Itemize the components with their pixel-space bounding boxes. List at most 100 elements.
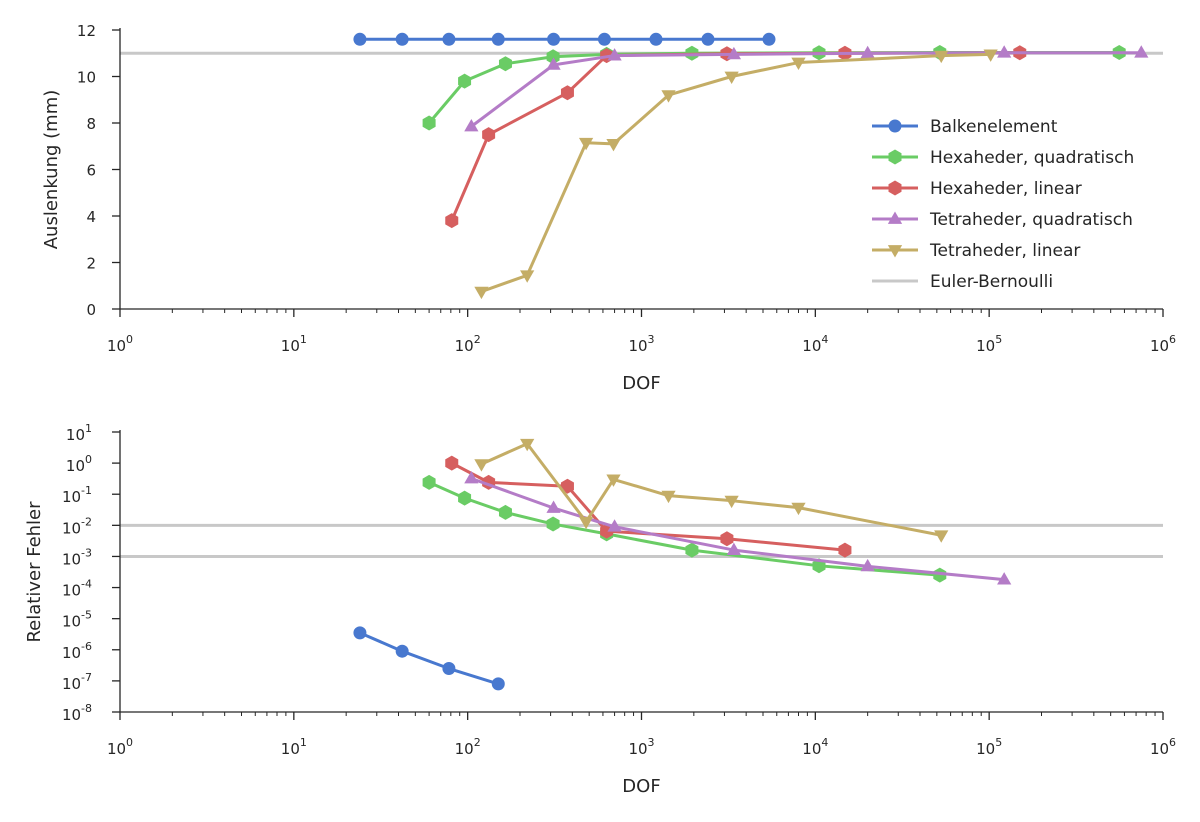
bottom-x-tick-label-exponent: 3: [648, 736, 655, 749]
bottom-data-point-tetraheder-linear: [791, 502, 806, 516]
bottom-y-axis-title: Relativer Fehler: [24, 501, 45, 643]
top-data-point-balkenelement: [649, 32, 663, 46]
top-data-point-tetraheder-linear: [578, 137, 594, 151]
top-x-tick-label-exponent: 5: [995, 333, 1002, 346]
bottom-y-tick-label-exponent: 1: [85, 422, 92, 435]
top-data-point-tetraheder-linear: [724, 71, 739, 84]
bottom-y-tick-label-base: 10: [62, 519, 81, 537]
top-x-ticks: 100 101 102 103 104 105 106: [107, 309, 1176, 355]
top-x-tick-label-exponent: 0: [126, 333, 133, 346]
top-x-tick-label-exponent: 3: [648, 333, 655, 346]
top-x-tick-label-base: 10: [455, 337, 474, 355]
bottom-y-tick-label-exponent: -7: [81, 671, 92, 684]
bottom-data-point-hexaheder-linear: [445, 455, 459, 471]
bottom-data-point-tetraheder-quadratisch: [726, 542, 742, 555]
bottom-x-tick-label: 102: [455, 736, 481, 758]
bottom-data-point-hexaheder-quadratisch: [933, 567, 947, 583]
top-y-tick-label: 4: [86, 208, 96, 226]
bottom-data-point-hexaheder-quadratisch: [546, 516, 560, 532]
bottom-y-tick-label-exponent: 0: [85, 453, 92, 466]
bottom-data-point-hexaheder-linear: [720, 531, 734, 547]
top-data-point-tetraheder-linear: [606, 139, 621, 152]
bottom-x-tick-label-exponent: 1: [300, 736, 307, 749]
top-data-point-hexaheder-linear: [482, 127, 496, 143]
bottom-series-balkenelement: [353, 626, 505, 691]
top-data-point-balkenelement: [442, 32, 456, 46]
top-data-point-tetraheder-quadratisch: [464, 118, 479, 132]
legend-entry-balkenelement: Balkenelement: [872, 117, 1058, 137]
bottom-data-point-tetraheder-quadratisch: [997, 572, 1012, 585]
legend-marker-balkenelement: [888, 119, 902, 133]
bottom-x-tick-label-exponent: 6: [1169, 736, 1176, 749]
top-data-point-tetraheder-linear: [983, 49, 998, 62]
bottom-y-tick-label-exponent: -2: [81, 515, 92, 528]
top-series-tetraheder-quadratisch: [464, 45, 1149, 132]
bottom-data-point-tetraheder-linear: [606, 474, 621, 487]
bottom-y-tick-label-base: 10: [66, 426, 85, 444]
top-y-tick-label: 6: [86, 162, 96, 180]
top-data-point-hexaheder-linear: [445, 213, 459, 229]
top-data-point-tetraheder-quadratisch: [1134, 45, 1149, 58]
bottom-y-tick-label-base: 10: [66, 457, 85, 475]
top-data-point-hexaheder-quadratisch: [422, 115, 436, 131]
top-data-point-tetraheder-quadratisch: [607, 48, 622, 61]
legend-label-tetraheder-linear: Tetraheder, linear: [929, 241, 1080, 261]
top-data-point-balkenelement: [395, 32, 409, 46]
bottom-x-tick-label: 106: [1150, 736, 1176, 758]
top-data-point-hexaheder-quadratisch: [546, 49, 560, 65]
top-x-tick-label-base: 10: [107, 337, 126, 355]
legend-marker-hexaheder-linear: [888, 180, 902, 196]
top-x-tick-label-base: 10: [1150, 337, 1169, 355]
top-data-point-tetraheder-quadratisch: [997, 45, 1012, 58]
top-data-point-tetraheder-quadratisch: [726, 46, 742, 60]
bottom-y-tick-label: 10-1: [62, 484, 92, 506]
top-data-point-tetraheder-quadratisch: [860, 45, 875, 59]
top-data-point-balkenelement: [762, 32, 776, 46]
top-y-axis-title: Auslenkung (mm): [41, 90, 62, 250]
bottom-data-point-balkenelement: [353, 626, 367, 640]
top-data-point-tetraheder-quadratisch: [546, 57, 561, 70]
bottom-data-point-hexaheder-linear: [600, 523, 614, 539]
bottom-series-tetraheder-linear: [474, 438, 949, 543]
bottom-y-tick-label-base: 10: [62, 550, 81, 568]
top-x-tick-label: 100: [107, 333, 133, 355]
legend-entry-tetraheder-linear: Tetraheder, linear: [872, 241, 1080, 261]
top-x-tick-label-base: 10: [802, 337, 821, 355]
bottom-y-tick-label: 10-4: [62, 578, 92, 600]
bottom-series-line-hexaheder-quadratisch: [428, 481, 940, 577]
bottom-y-tick-label-base: 10: [62, 613, 81, 631]
bottom-data-point-tetraheder-linear: [578, 516, 594, 530]
bottom-data-point-hexaheder-quadratisch: [685, 542, 699, 558]
bottom-data-point-tetraheder-quadratisch: [607, 519, 622, 532]
top-x-tick-label: 105: [976, 333, 1002, 355]
top-y-tick-label: 2: [86, 255, 96, 273]
bottom-x-tick-label-exponent: 0: [126, 736, 133, 749]
top-data-point-hexaheder-quadratisch: [458, 73, 472, 89]
top-data-point-tetraheder-linear: [474, 286, 489, 300]
bottom-x-tick-label: 105: [976, 736, 1002, 758]
bottom-data-point-balkenelement: [395, 644, 409, 658]
top-y-tick-label: 12: [77, 22, 96, 40]
top-data-point-tetraheder-linear: [791, 57, 806, 71]
legend-label-hexaheder-linear: Hexaheder, linear: [930, 179, 1082, 199]
bottom-x-tick-label-base: 10: [281, 740, 300, 758]
bottom-y-tick-label-base: 10: [62, 582, 81, 600]
top-x-tick-label-exponent: 1: [300, 333, 307, 346]
bottom-y-tick-label-exponent: -3: [81, 546, 92, 559]
top-x-tick-label-exponent: 2: [474, 333, 481, 346]
top-panel: 100 101 102 103 104 105 106024681012DOFAuslenk…: [41, 22, 1176, 394]
top-y-tick-label: 8: [86, 115, 96, 133]
legend-label-balkenelement: Balkenelement: [930, 117, 1058, 137]
top-data-point-balkenelement: [491, 32, 505, 46]
top-series-tetraheder-linear: [474, 49, 998, 300]
top-x-tick-label-base: 10: [628, 337, 647, 355]
bottom-y-tick-label-base: 10: [62, 644, 81, 662]
bottom-x-tick-label-base: 10: [802, 740, 821, 758]
top-y-tick-label: 10: [77, 69, 96, 87]
bottom-data-point-hexaheder-linear: [838, 542, 852, 558]
bottom-y-tick-label-exponent: -6: [81, 640, 92, 653]
bottom-data-point-tetraheder-quadratisch: [546, 500, 561, 513]
bottom-y-tick-label: 10-6: [62, 640, 92, 662]
